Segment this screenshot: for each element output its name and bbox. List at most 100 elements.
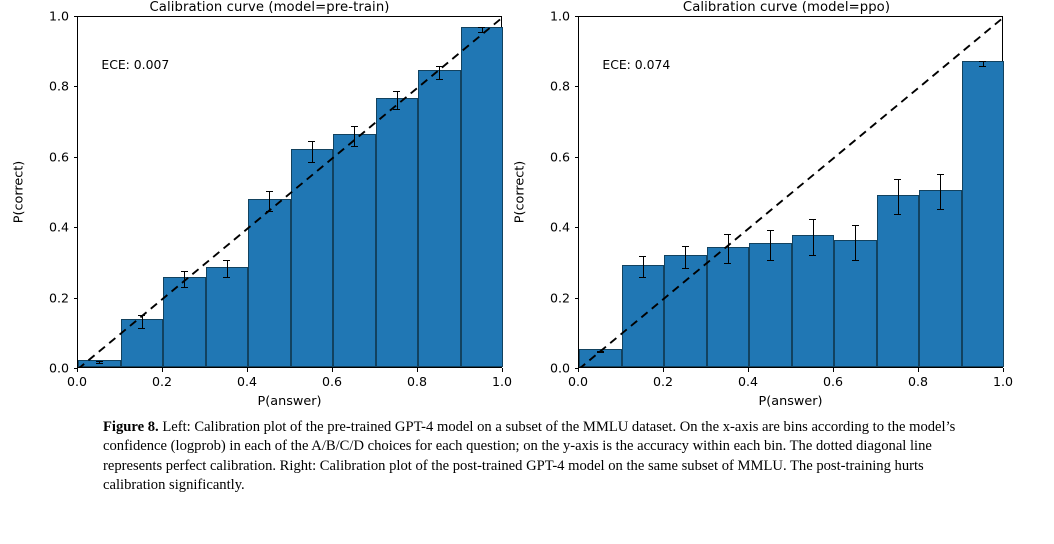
error-bar-cap — [138, 315, 146, 317]
error-bar-cap — [936, 173, 944, 175]
chart-title-pre-train: Calibration curve (model=pre-train) — [149, 0, 390, 15]
x-axis-label-pre-train: P(answer) — [257, 394, 322, 409]
y-tick-mark — [73, 156, 77, 158]
x-tick-label: 0.4 — [236, 374, 258, 389]
error-bar-cap — [851, 224, 859, 226]
bar — [163, 277, 206, 367]
error-bar-cap — [223, 259, 231, 261]
error-bar-cap — [894, 214, 902, 216]
error-bar — [940, 173, 942, 210]
x-tick-label: 0.0 — [567, 374, 589, 389]
error-bar — [727, 233, 729, 264]
error-bar-cap — [350, 146, 358, 148]
chart-title-ppo: Calibration curve (model=ppo) — [682, 0, 891, 15]
bar — [418, 70, 461, 367]
y-tick-label: 0.4 — [48, 219, 69, 235]
x-tick-label: 0.8 — [406, 374, 428, 389]
error-bar — [354, 125, 356, 147]
error-bar — [770, 230, 772, 260]
error-bar-cap — [639, 277, 647, 279]
error-bar-cap — [435, 65, 443, 67]
error-bar — [99, 360, 101, 364]
x-tick-mark — [833, 368, 834, 372]
error-bar-cap — [393, 108, 401, 110]
error-bar — [812, 219, 814, 255]
y-tick-mark — [73, 297, 77, 299]
error-bar-cap — [95, 360, 103, 362]
bar — [579, 349, 622, 367]
bar — [333, 133, 376, 367]
error-bar — [439, 65, 441, 79]
y-tick-mark — [73, 368, 77, 369]
y-tick-label: 0.2 — [549, 290, 570, 306]
error-bar — [396, 90, 398, 109]
error-bar-cap — [478, 31, 486, 33]
y-tick-mark — [574, 156, 578, 158]
bar — [834, 240, 877, 367]
y-tick-mark — [73, 16, 77, 17]
error-bar-cap — [809, 219, 817, 221]
x-tick-label: 0.2 — [151, 374, 173, 389]
y-axis-label-pre-train: P(correct) — [11, 160, 27, 224]
bar — [961, 61, 1004, 367]
bars-group-pre-train — [78, 17, 503, 367]
ece-annotation-pre-train: ECE: 0.007 — [101, 57, 170, 73]
error-bar-cap — [596, 352, 604, 354]
bar — [290, 149, 333, 367]
plot-area-ppo: ECE: 0.074 — [578, 16, 1004, 368]
error-bar — [184, 271, 186, 287]
figure-caption: Figure 8. Left: Calibration plot of the … — [103, 418, 958, 495]
x-tick-label: 0.0 — [66, 374, 88, 389]
error-bar — [141, 315, 143, 328]
error-bars-group-pre-train — [78, 17, 501, 367]
bar — [791, 235, 834, 367]
error-bar-cap — [894, 178, 902, 180]
x-tick-mark — [748, 368, 749, 372]
bar — [919, 189, 962, 367]
error-bar-cap — [724, 263, 732, 265]
y-tick-label: 0.2 — [48, 290, 69, 306]
error-bar-cap — [936, 209, 944, 211]
error-bar — [226, 259, 228, 278]
x-tick-mark — [332, 368, 333, 372]
perfect-calibration-line-ppo — [579, 17, 1002, 367]
error-bar-cap — [435, 78, 443, 80]
y-tick-label: 0.8 — [48, 78, 69, 94]
error-bar-cap — [265, 190, 273, 192]
error-bar — [685, 245, 687, 269]
y-tick-label: 1.0 — [48, 8, 69, 24]
x-tick-mark — [578, 368, 579, 372]
error-bar-cap — [478, 26, 486, 28]
bar — [749, 243, 792, 367]
y-axis-label-ppo: P(correct) — [512, 160, 528, 224]
y-tick-label: 0.0 — [549, 360, 570, 376]
error-bar-cap — [681, 245, 689, 247]
plot-area-pre-train: ECE: 0.007 — [77, 16, 503, 368]
error-bar-cap — [350, 125, 358, 127]
x-tick-mark — [247, 368, 248, 372]
figure-number: Figure 8. — [103, 419, 159, 435]
bar — [706, 246, 749, 367]
y-tick-mark — [574, 227, 578, 229]
x-tick-mark — [77, 368, 78, 372]
error-bar-cap — [596, 350, 604, 352]
x-tick-label: 0.2 — [652, 374, 674, 389]
error-bar-cap — [681, 268, 689, 270]
x-tick-label: 0.4 — [737, 374, 759, 389]
x-tick-label: 1.0 — [491, 374, 513, 389]
x-tick-label: 0.6 — [822, 374, 844, 389]
y-tick-mark — [574, 86, 578, 88]
y-tick-label: 0.6 — [549, 149, 570, 165]
error-bar-cap — [979, 60, 987, 62]
perfect-calibration-line-pre-train — [78, 17, 501, 367]
y-tick-label: 1.0 — [549, 8, 570, 24]
y-tick-mark — [574, 368, 578, 369]
error-bar-cap — [308, 140, 316, 142]
error-bars-group-ppo — [579, 17, 1002, 367]
bars-group-ppo — [579, 17, 1004, 367]
error-bar-cap — [265, 210, 273, 212]
x-tick-mark — [1003, 368, 1004, 372]
error-bar — [481, 26, 483, 32]
bar — [248, 198, 291, 367]
x-tick-mark — [162, 368, 163, 372]
